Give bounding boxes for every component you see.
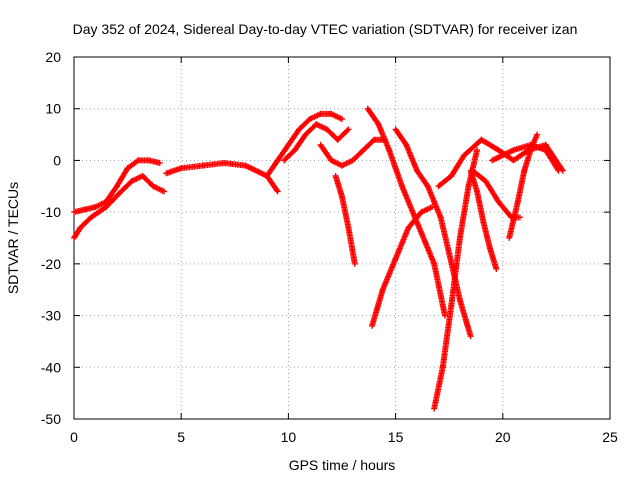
series-arc7 (332, 172, 358, 267)
series-arc5 (281, 121, 352, 164)
plot-frame (73, 56, 611, 420)
y-tick-label: -20 (41, 256, 61, 272)
series-arc2 (71, 157, 163, 216)
series-arc1 (71, 172, 168, 241)
data-series (71, 105, 566, 412)
data-point (429, 203, 436, 210)
axis-ticks: 0 5 10 15 20 25 20 10 0 -10 -20 -30 -40 -50 (41, 49, 618, 445)
data-point (274, 188, 281, 195)
series-arc8 (364, 105, 448, 319)
data-point (555, 167, 562, 174)
data-point (493, 266, 500, 273)
data-point (345, 126, 352, 133)
y-tick-label: -10 (41, 204, 61, 220)
series-arc15 (506, 131, 541, 241)
data-point (474, 147, 481, 154)
chart-title: Day 352 of 2024, Sidereal Day-to-day VTE… (73, 21, 578, 37)
x-tick-label: 20 (495, 429, 511, 445)
series-arc12 (435, 136, 566, 190)
series-arc10 (369, 203, 436, 329)
series-arc13 (469, 167, 523, 221)
grid (74, 57, 610, 419)
x-tick-label: 10 (281, 429, 297, 445)
data-point (156, 160, 163, 167)
data-point (351, 260, 358, 267)
x-tick-label: 25 (602, 429, 618, 445)
data-point (344, 127, 351, 134)
y-axis-label: SDTVAR / TECUs (5, 182, 21, 294)
data-point (516, 214, 523, 221)
y-tick-label: 10 (45, 101, 61, 117)
y-tick-label: -30 (41, 308, 61, 324)
y-tick-label: -40 (41, 359, 61, 375)
x-tick-label: 0 (70, 429, 78, 445)
series-arc16 (467, 167, 500, 273)
data-point (534, 131, 541, 138)
y-tick-label: -50 (41, 411, 61, 427)
data-point (273, 187, 280, 194)
series-arc4 (263, 110, 345, 179)
y-tick-label: 20 (45, 49, 61, 65)
data-point (133, 158, 140, 165)
series-arc6 (317, 136, 388, 169)
data-point (441, 312, 448, 319)
x-tick-label: 15 (388, 429, 404, 445)
x-axis-label: GPS time / hours (289, 457, 396, 473)
x-tick-label: 5 (177, 429, 185, 445)
y-tick-label: 0 (53, 152, 61, 168)
data-point (369, 137, 376, 144)
series-arc9 (392, 126, 474, 340)
data-point (161, 188, 168, 195)
data-point (339, 116, 345, 123)
data-point (467, 333, 474, 340)
